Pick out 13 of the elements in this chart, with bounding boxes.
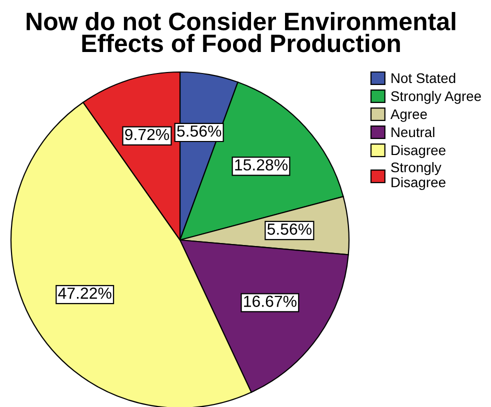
legend-label: Agree [390,109,427,122]
chart-title: Now do not Consider Environmental Effects of Food Production [26,12,456,52]
legend-label: Not Stated [392,72,456,84]
data-label: 9.72% [125,128,170,140]
legend-label: Strongly Agree [391,90,481,104]
data-label: 5.56% [267,224,312,235]
legend-label: Strongly Disagree [391,162,446,190]
legend-label: Disagree [392,144,446,158]
data-label: 5.56% [177,125,222,137]
data-label: 15.28% [235,159,288,171]
legend-label: Neutral [392,126,434,138]
data-label: 47.22% [58,288,112,299]
data-label: 16.67% [244,296,296,307]
